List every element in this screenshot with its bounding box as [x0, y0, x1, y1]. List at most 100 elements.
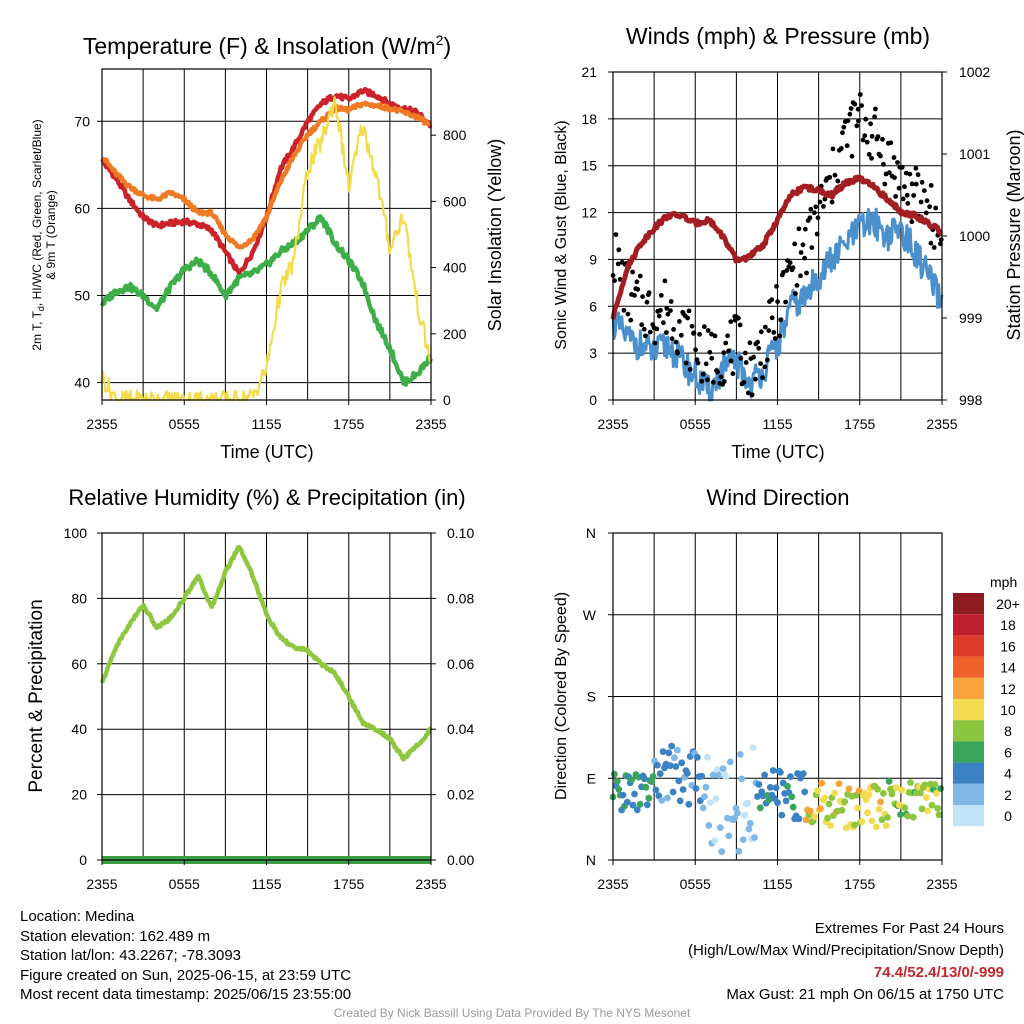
direction-x-ticks: 2355 0555 1155 1755 2355: [597, 860, 958, 892]
winds-y-tick-label: 9: [589, 251, 597, 267]
gust-point: [904, 192, 910, 198]
winds-y-tick-label: 6: [589, 298, 597, 314]
gust-point: [673, 339, 679, 345]
gust-point: [615, 261, 621, 267]
direction-point: [935, 811, 943, 819]
direction-point: [699, 804, 707, 812]
direction-y-label: Direction (Colored By Speed): [553, 592, 570, 800]
gust-point: [725, 333, 730, 339]
direction-point: [751, 834, 758, 841]
legend-swatch: [953, 614, 984, 636]
gust-point: [686, 308, 692, 314]
humidity-y-label: Percent & Precipitation: [26, 599, 47, 792]
gust-point: [852, 101, 858, 107]
gust-point: [705, 377, 710, 383]
direction-point: [726, 758, 734, 766]
direction-point: [615, 785, 623, 793]
legend-label: 4: [1004, 766, 1012, 782]
gust-point: [747, 340, 753, 346]
gust-point: [900, 196, 906, 202]
gust-point: [700, 371, 706, 377]
legend-title: mph: [990, 574, 1017, 590]
direction-point: [623, 798, 631, 806]
gust-point: [845, 118, 851, 124]
direction-point: [629, 801, 637, 809]
gust-point: [769, 315, 775, 321]
gust-point: [808, 206, 814, 212]
gust-point: [723, 340, 729, 346]
winds-y-tick-label: 15: [581, 158, 597, 174]
gust-point: [656, 313, 662, 319]
gust-point: [715, 369, 720, 375]
gust-point: [772, 336, 778, 341]
direction-point: [705, 822, 713, 829]
direction-point: [907, 779, 914, 786]
gust-point: [658, 293, 664, 298]
gust-point: [793, 291, 798, 296]
direction-point: [668, 742, 675, 750]
direction-point: [704, 753, 711, 761]
legend-swatch: [953, 699, 984, 721]
gust-point: [691, 330, 697, 336]
direction-point: [937, 785, 944, 792]
direction-point: [613, 777, 621, 785]
gust-point: [878, 153, 883, 159]
temperature-right-ticks: 0 200 400 600 800: [431, 127, 467, 408]
direction-point: [782, 797, 790, 805]
direction-panel: Wind Direction 2355 0555 1155 1755 2355 N E S W…: [553, 485, 1020, 892]
legend-label: 18: [1000, 617, 1016, 633]
temperature-right-tick-label: 600: [443, 193, 467, 209]
gust-point: [644, 299, 650, 305]
direction-point: [928, 801, 936, 809]
gust-point: [899, 164, 905, 170]
wind-speed-line: [611, 207, 944, 402]
direction-point: [732, 804, 740, 812]
humidity-right-tick-label: 0.10: [447, 525, 474, 541]
direction-point: [628, 776, 635, 784]
direction-point: [825, 800, 833, 808]
gust-point: [677, 319, 682, 324]
gust-point: [909, 181, 915, 187]
direction-point: [769, 767, 777, 774]
direction-point: [799, 770, 807, 777]
gust-point: [796, 226, 802, 232]
gust-point: [628, 317, 634, 323]
direction-point: [787, 773, 794, 780]
direction-point: [684, 769, 691, 777]
direction-point: [897, 811, 904, 818]
direction-point: [741, 811, 748, 819]
legend-swatch: [953, 656, 984, 678]
direction-point: [643, 801, 651, 809]
direction-point: [777, 768, 784, 776]
temperature-y-tick-label: 40: [74, 375, 90, 391]
direction-point: [875, 805, 883, 813]
gust-point: [892, 175, 897, 181]
gust-point: [913, 165, 919, 171]
winds-x-label: Time (UTC): [731, 442, 824, 462]
direction-point: [678, 759, 686, 767]
gust-point: [654, 326, 660, 332]
gust-point: [928, 183, 934, 188]
gust-point: [632, 293, 637, 298]
direction-point: [818, 779, 826, 787]
gust-point: [812, 210, 817, 216]
winds-panel: Winds (mph) & Pressure (mb) 2355 0555 1155…: [553, 23, 1024, 462]
direction-point: [761, 771, 768, 779]
gust-point: [928, 240, 934, 246]
gust-point: [683, 360, 689, 366]
gust-point: [802, 255, 807, 261]
latlon-text: Station lat/lon: 43.2267; -78.3093: [20, 947, 242, 964]
gust-point: [738, 355, 744, 361]
gust-point: [712, 333, 718, 339]
temperature-y-label-2: & 9m T (Orange): [44, 190, 58, 280]
winds-right-tick-label: 998: [959, 392, 983, 408]
gust-point: [860, 137, 866, 143]
gust-point: [855, 106, 861, 112]
direction-point: [931, 781, 939, 788]
direction-point: [885, 777, 893, 785]
gust-point: [809, 245, 815, 251]
gust-point: [804, 270, 809, 276]
legend-swatch: [953, 677, 984, 699]
direction-y-ticks: N E S W N: [583, 525, 613, 868]
direction-point: [772, 784, 780, 792]
